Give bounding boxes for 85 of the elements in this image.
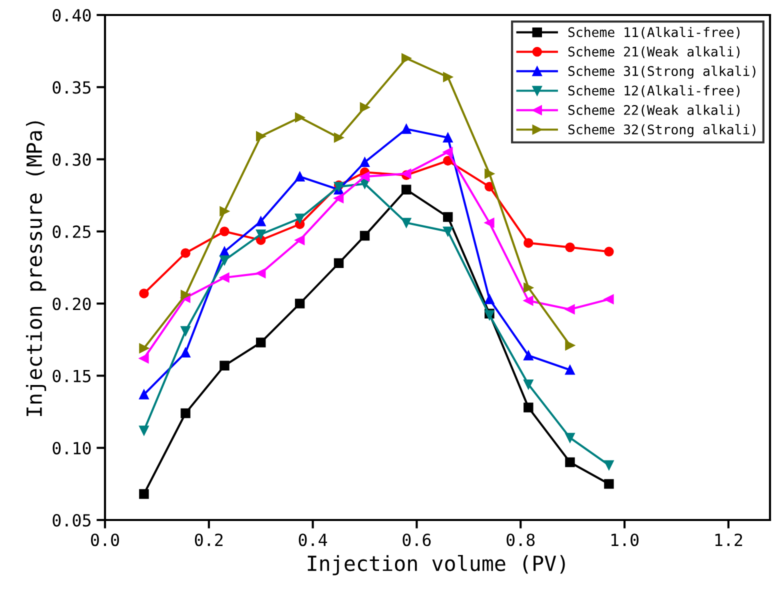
point bbox=[443, 156, 453, 166]
x-tick-label: 0.0 bbox=[91, 534, 119, 546]
y-tick-label: 0.10 bbox=[52, 442, 91, 454]
point bbox=[139, 288, 149, 298]
point bbox=[220, 226, 230, 236]
point bbox=[565, 340, 575, 350]
y-tick-label: 0.05 bbox=[52, 514, 90, 527]
point bbox=[360, 172, 370, 182]
point bbox=[401, 218, 412, 228]
point bbox=[180, 248, 190, 258]
point bbox=[524, 238, 534, 248]
point bbox=[401, 184, 412, 194]
point bbox=[294, 112, 305, 122]
point bbox=[220, 255, 230, 266]
point bbox=[565, 432, 575, 443]
point bbox=[443, 147, 453, 157]
point bbox=[139, 489, 149, 499]
legend-label: Scheme 11(Alkali-free) bbox=[568, 26, 740, 39]
y-axis-title: Injection pressure (MPa) bbox=[26, 121, 46, 416]
point bbox=[256, 268, 266, 278]
point bbox=[334, 132, 344, 143]
point bbox=[360, 102, 370, 112]
y-tick-label: 0.20 bbox=[52, 298, 91, 310]
point bbox=[294, 172, 305, 182]
x-tick-label: 0.4 bbox=[298, 534, 328, 546]
point bbox=[524, 296, 534, 306]
x-tick-label: 0.2 bbox=[194, 534, 223, 546]
point bbox=[294, 214, 305, 224]
point bbox=[484, 168, 494, 179]
point bbox=[565, 457, 575, 468]
x-axis-title: Injection volume (PV) bbox=[308, 554, 565, 576]
point bbox=[256, 229, 266, 240]
y-tick-label: 0.25 bbox=[52, 225, 90, 238]
point bbox=[604, 479, 614, 489]
point bbox=[334, 258, 344, 268]
point bbox=[565, 242, 575, 252]
x-tick-label: 1.2 bbox=[715, 534, 742, 546]
point bbox=[256, 131, 266, 142]
legend-label: Scheme 21(Weak alkali) bbox=[568, 46, 740, 58]
point bbox=[524, 380, 534, 390]
point bbox=[180, 408, 190, 418]
point bbox=[565, 304, 575, 314]
point bbox=[139, 426, 149, 436]
point bbox=[256, 338, 266, 348]
legend-label: Scheme 22(Weak alkali) bbox=[568, 104, 740, 117]
point bbox=[139, 354, 149, 364]
point bbox=[401, 124, 412, 134]
point bbox=[180, 290, 190, 300]
point bbox=[524, 402, 534, 412]
point bbox=[443, 212, 453, 222]
point bbox=[443, 132, 453, 143]
point bbox=[565, 365, 575, 375]
x-tick-label: 0.8 bbox=[506, 534, 535, 546]
point bbox=[180, 326, 190, 336]
legend-label: Scheme 31(Strong alkali) bbox=[568, 66, 756, 79]
point bbox=[604, 460, 614, 470]
y-tick-label: 0.30 bbox=[52, 153, 91, 166]
point bbox=[220, 360, 230, 370]
point bbox=[220, 206, 230, 216]
point bbox=[524, 282, 534, 293]
point bbox=[220, 272, 230, 282]
point bbox=[484, 218, 494, 228]
legend-label: Scheme 12(Alkali-free) bbox=[568, 85, 740, 98]
point bbox=[360, 230, 370, 241]
point bbox=[139, 390, 149, 400]
point bbox=[604, 294, 614, 304]
y-tick-label: 0.35 bbox=[52, 81, 90, 94]
point bbox=[401, 53, 412, 64]
y-tick-label: 0.15 bbox=[52, 370, 90, 382]
point bbox=[484, 294, 494, 304]
point bbox=[443, 72, 453, 82]
point bbox=[443, 226, 453, 236]
point bbox=[139, 343, 149, 354]
point bbox=[604, 246, 614, 256]
point bbox=[294, 235, 305, 245]
x-tick-label: 1.0 bbox=[611, 534, 638, 546]
point bbox=[256, 216, 266, 226]
y-tick-label: 0.40 bbox=[52, 9, 91, 22]
point bbox=[180, 348, 190, 358]
point bbox=[334, 193, 344, 204]
legend-label: Scheme 32(Strong alkali) bbox=[568, 124, 756, 138]
point bbox=[360, 157, 370, 168]
x-tick-label: 0.6 bbox=[402, 534, 431, 546]
point bbox=[294, 298, 305, 308]
point bbox=[524, 350, 534, 360]
